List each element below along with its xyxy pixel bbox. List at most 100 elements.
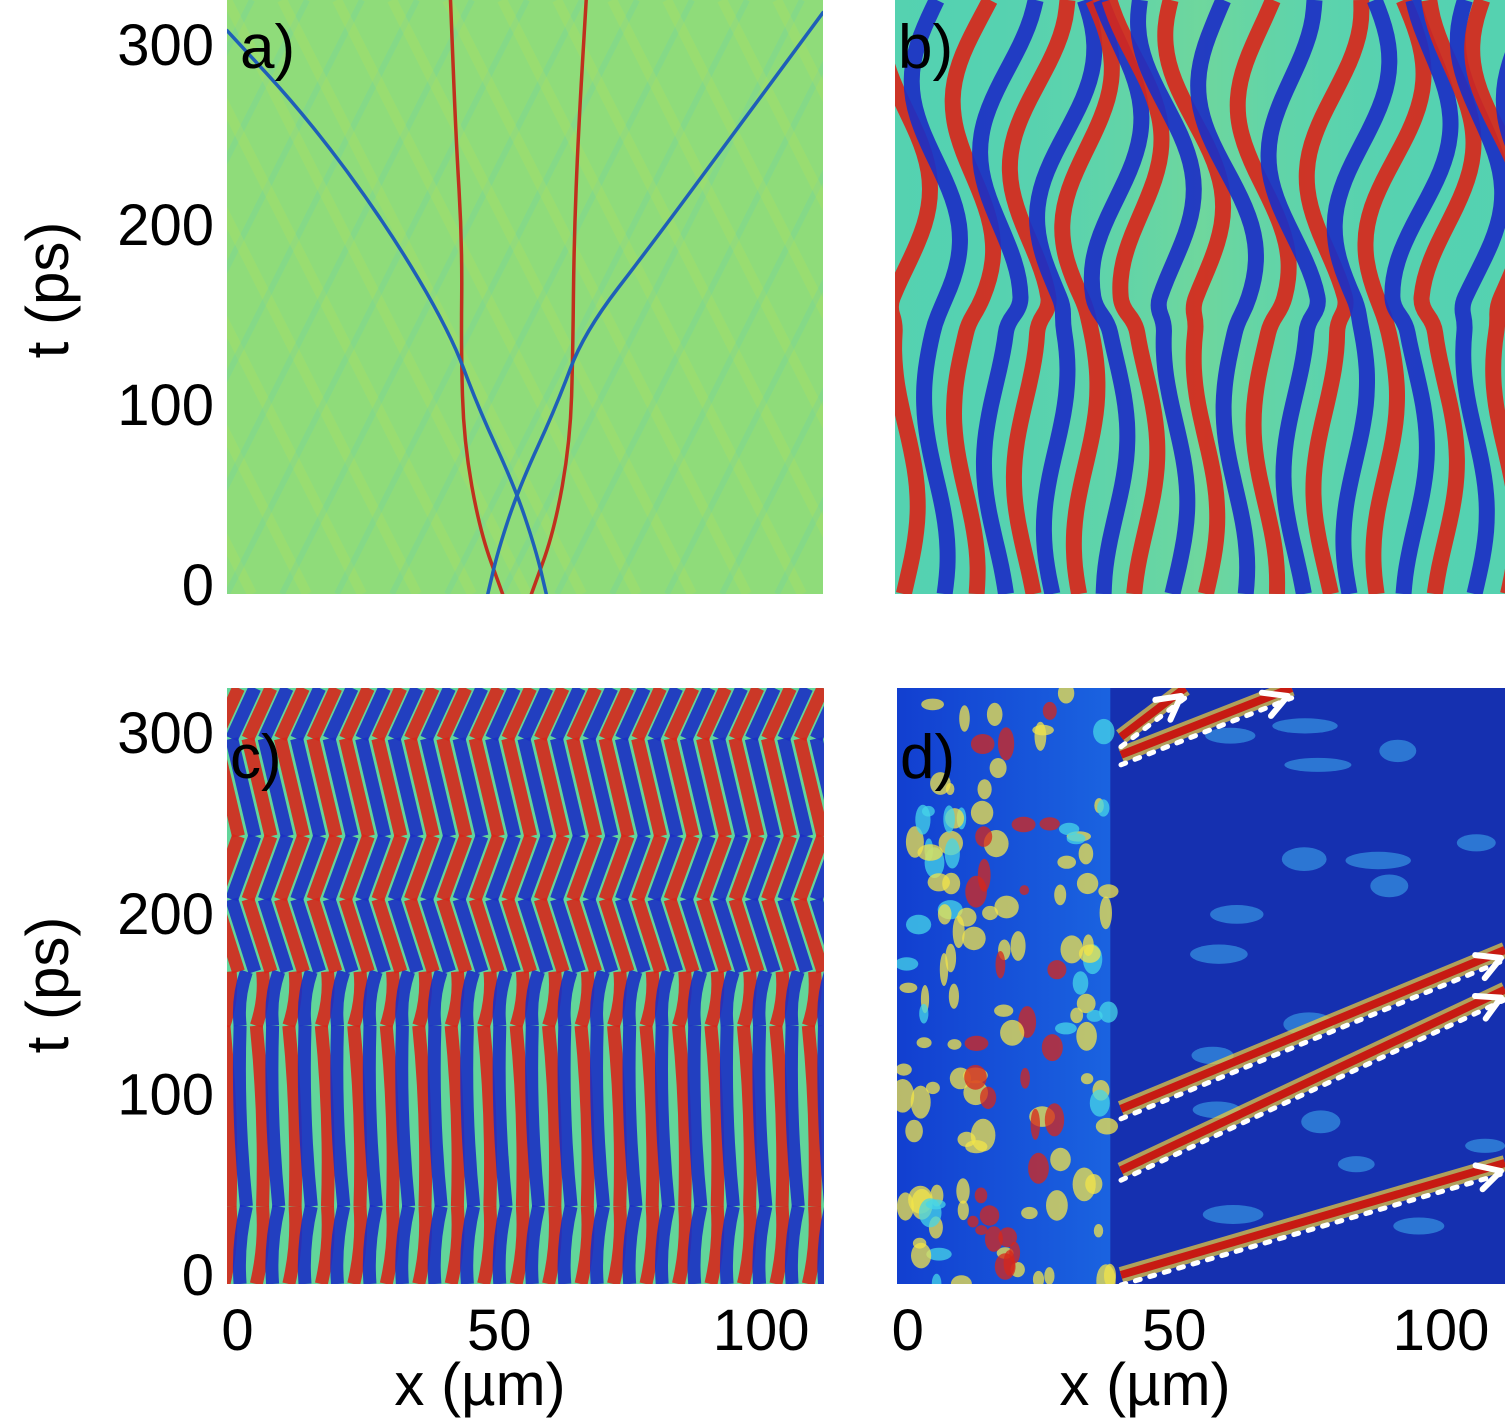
blue-stripe	[582, 833, 619, 902]
panel-c-x-ticks: 0 50 100	[221, 1298, 809, 1363]
red-stripe	[801, 1025, 822, 1207]
turbulence-blob	[950, 1275, 972, 1284]
blue-stripe	[590, 1204, 610, 1284]
red-stripe	[412, 970, 433, 1028]
panel-a-y-axis-label: t (ps)	[14, 222, 81, 359]
blue-stripe	[655, 1204, 675, 1284]
blue-stripe	[517, 737, 554, 838]
blue-stripe	[452, 897, 489, 974]
panel-d-x-axis-label: x (µm)	[1059, 1351, 1230, 1418]
texture-stripe	[554, 60, 823, 594]
red-stripe	[250, 970, 270, 1028]
blue-stripe	[395, 969, 415, 1027]
blue-stripe	[420, 737, 456, 838]
red-stripe	[227, 688, 245, 730]
red-stripe	[793, 897, 824, 974]
turbulence-blob	[897, 957, 919, 971]
y-tick-label: 0	[182, 1243, 214, 1308]
turbulence-blob	[1032, 724, 1054, 736]
blue-stripe	[1384, 0, 1459, 594]
red-stripe	[672, 970, 692, 1028]
blue-stripe	[232, 1204, 253, 1284]
texture-stripe	[227, 97, 477, 594]
beam-core	[1119, 1159, 1505, 1279]
red-stripe	[761, 897, 797, 974]
blue-stripe	[322, 833, 359, 902]
red-stripe	[306, 897, 343, 974]
blue-stripe	[460, 969, 480, 1027]
texture-stripe	[442, 0, 752, 594]
turbulence-blob	[1057, 688, 1075, 704]
turbulence-blob	[1097, 799, 1110, 817]
blue-stripe	[330, 1025, 351, 1207]
dotted-guide	[1118, 997, 1505, 1183]
blue-stripe	[258, 688, 294, 742]
turbulence-blob	[1047, 960, 1067, 980]
blue-stripe	[849, 688, 872, 739]
red-stripe	[728, 833, 765, 902]
red-stripe	[533, 737, 570, 838]
blue-stripe	[265, 1025, 286, 1207]
blue-stripe	[582, 688, 618, 742]
background-blob	[1379, 739, 1417, 763]
dotted-guide	[1118, 695, 1295, 768]
red-stripe	[801, 1205, 822, 1284]
blue-stripe	[615, 897, 651, 974]
turbulence-blob	[974, 1187, 988, 1204]
blue-stripe	[452, 737, 489, 838]
turbulence-blob	[1080, 1073, 1094, 1085]
red-stripe	[663, 897, 700, 974]
red-stripe	[227, 759, 245, 838]
blue-stripe	[817, 1025, 824, 1204]
red-stripe	[737, 1205, 757, 1284]
turbulence-blob	[1000, 1019, 1025, 1046]
red-stripe	[501, 833, 537, 902]
blue-stripe	[557, 969, 578, 1027]
blue-stripe	[1190, 0, 1264, 594]
red-stripe	[737, 970, 757, 1028]
turbulence-blob	[1078, 944, 1101, 963]
red-stripe	[314, 1205, 335, 1284]
red-stripe	[574, 1205, 595, 1284]
red-stripe	[696, 833, 732, 902]
blue-stripe	[355, 833, 391, 902]
turbulence-blob	[998, 1227, 1017, 1248]
panel-c-label: c)	[230, 723, 282, 792]
red-stripe	[761, 833, 797, 902]
blue-stripe	[590, 1025, 610, 1207]
background-blob	[1301, 1110, 1341, 1134]
texture-stripe	[227, 0, 365, 274]
blue-stripe	[784, 969, 805, 1027]
red-stripe	[598, 897, 635, 974]
soliton-track	[529, 0, 588, 594]
blue-stripe	[420, 833, 456, 902]
red-stripe	[444, 970, 465, 1028]
turbulence-blob	[919, 1003, 929, 1024]
red-stripe	[227, 833, 245, 887]
turbulence-blob	[1028, 1152, 1049, 1184]
blue-stripe	[227, 737, 262, 838]
blue-stripe	[420, 897, 456, 974]
turbulence-blob	[1066, 833, 1086, 845]
blue-stripe	[856, 1026, 863, 1207]
red-stripe	[639, 1025, 660, 1207]
y-tick-label: 300	[117, 13, 214, 78]
blue-stripe	[745, 688, 781, 742]
red-stripe	[599, 688, 635, 742]
texture-stripe	[387, 0, 697, 594]
turbulence-blob	[912, 1237, 927, 1249]
blue-stripe	[427, 969, 448, 1027]
turbulence-blob	[1046, 1190, 1068, 1221]
blue-stripe	[452, 833, 489, 902]
texture-stripe	[662, 0, 823, 320]
red-stripe	[1054, 0, 1120, 594]
blue-stripe	[290, 897, 326, 974]
background-blob	[1210, 905, 1264, 924]
blue-stripe	[777, 833, 813, 902]
turbulence-blob	[998, 727, 1015, 761]
turbulence-blob	[1032, 1270, 1045, 1284]
turbulence-blob	[1078, 843, 1094, 865]
blue-stripe	[712, 833, 748, 902]
x-tick-label: 50	[1142, 1298, 1207, 1363]
red-stripe	[436, 737, 473, 838]
